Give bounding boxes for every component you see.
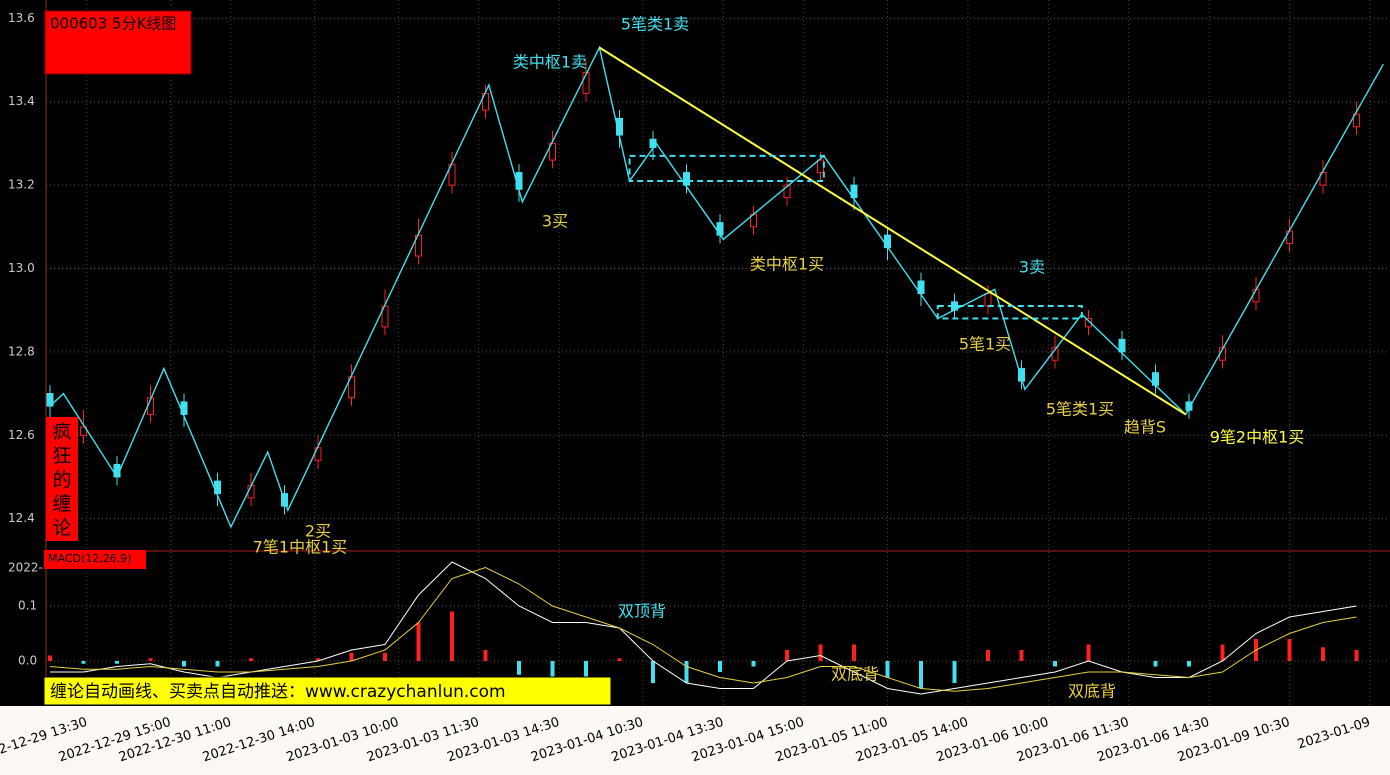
macd-bar	[316, 658, 320, 661]
macd-annotation: 双顶背	[618, 602, 666, 621]
candle-body	[1018, 368, 1025, 382]
macd-bar	[1287, 639, 1292, 661]
macd-bar	[81, 661, 86, 664]
candle-body	[1319, 172, 1327, 186]
macd-bar	[1053, 661, 1057, 667]
candle-body	[582, 72, 590, 94]
annotation: 2买	[305, 522, 331, 541]
annotation: 5笔类1卖	[621, 15, 689, 34]
y-tick-label: 13.6	[8, 11, 35, 25]
macd-bar	[785, 650, 789, 661]
macd-bar	[249, 658, 253, 661]
annotation: 3买	[542, 212, 568, 231]
side-title-box	[46, 417, 78, 541]
macd-bar	[1187, 661, 1191, 667]
macd-bar	[1153, 661, 1158, 667]
macd-bar	[517, 661, 521, 675]
y-tick-label: 13.0	[8, 261, 35, 275]
candle-body	[80, 426, 87, 436]
candle-body	[1118, 338, 1126, 353]
y-tick-label: 12.6	[8, 428, 35, 442]
banner-box	[43, 676, 612, 706]
candle-body	[1185, 401, 1193, 411]
macd-top-label: 2022-	[8, 561, 43, 575]
stroke-line	[49, 45, 1384, 529]
macd-bar	[952, 661, 957, 683]
macd-bar	[885, 661, 890, 678]
annotation: 类中枢1卖	[513, 53, 587, 72]
macd-bar	[718, 661, 722, 672]
macd-bar	[684, 661, 689, 683]
macd-bar	[383, 652, 387, 661]
macd-bar	[919, 661, 923, 689]
chart-title: 000603 5分K线图	[50, 15, 176, 33]
macd-bar	[818, 644, 823, 661]
candle-body	[549, 142, 556, 161]
title-box	[44, 10, 192, 75]
candle-body	[716, 222, 724, 236]
candle-body	[984, 293, 992, 307]
y-tick-label: 12.8	[8, 344, 35, 358]
macd-title: MACD(12,26,9)	[48, 552, 132, 565]
macd-bar	[651, 661, 655, 683]
macd-bar	[852, 644, 856, 661]
annotation: 3卖	[1019, 258, 1045, 277]
macd-bar	[1019, 650, 1024, 661]
annotation: 7笔1中枢1买	[253, 538, 348, 557]
y-tick-label: 13.2	[8, 178, 35, 192]
macd-bar	[1220, 644, 1225, 661]
banner: 缠论自动画线、买卖点自动推送：www.crazychanlun.com	[50, 682, 506, 702]
macd-bar	[349, 652, 354, 661]
trend-line	[598, 46, 1187, 416]
candle-body	[783, 184, 791, 199]
annotation: 5笔类1买	[1046, 400, 1114, 419]
dif-line	[50, 561, 1357, 695]
candle-body	[1252, 288, 1260, 303]
macd-bar	[584, 661, 588, 678]
candle-body	[817, 159, 824, 174]
candle-body	[850, 184, 858, 199]
macd-bar	[751, 661, 756, 667]
macd-bar	[48, 655, 52, 661]
macd-annotation: 双底背	[831, 665, 879, 684]
y-tick-label: 12.4	[8, 511, 35, 525]
macd-bar	[1321, 647, 1325, 661]
dea-line	[49, 566, 1357, 692]
annotation: 类中枢1买	[750, 255, 824, 274]
annotation: 趋背S	[1124, 418, 1166, 437]
annotation: 9笔2中枢1买	[1210, 428, 1305, 447]
candle-body	[1085, 318, 1092, 328]
macd-bar	[1086, 644, 1091, 661]
macd-annotation: 双底背	[1068, 682, 1116, 701]
macd-y-tick-label: 0.0	[18, 654, 37, 668]
macd-title-box	[44, 550, 146, 569]
y-tick-label: 13.4	[8, 94, 35, 108]
macd-bar	[483, 650, 488, 661]
x-axis-area	[0, 706, 1390, 775]
center-box	[936, 305, 1083, 320]
side-title: 疯狂的缠论	[52, 421, 71, 539]
macd-bar	[148, 658, 153, 661]
candle-body	[1353, 113, 1360, 128]
macd-bar	[215, 661, 220, 667]
macd-bar	[182, 661, 186, 667]
macd-bar	[450, 611, 454, 661]
macd-bar	[617, 658, 622, 661]
macd-bar	[1354, 650, 1359, 661]
candle-body	[683, 172, 690, 186]
macd-bar	[550, 661, 555, 678]
macd-y-tick-label: 0.1	[18, 599, 37, 613]
macd-bar	[416, 622, 421, 661]
macd-bar	[115, 661, 119, 664]
background	[0, 0, 1390, 706]
annotation: 5笔1买	[959, 335, 1011, 354]
macd-bar	[986, 650, 990, 661]
